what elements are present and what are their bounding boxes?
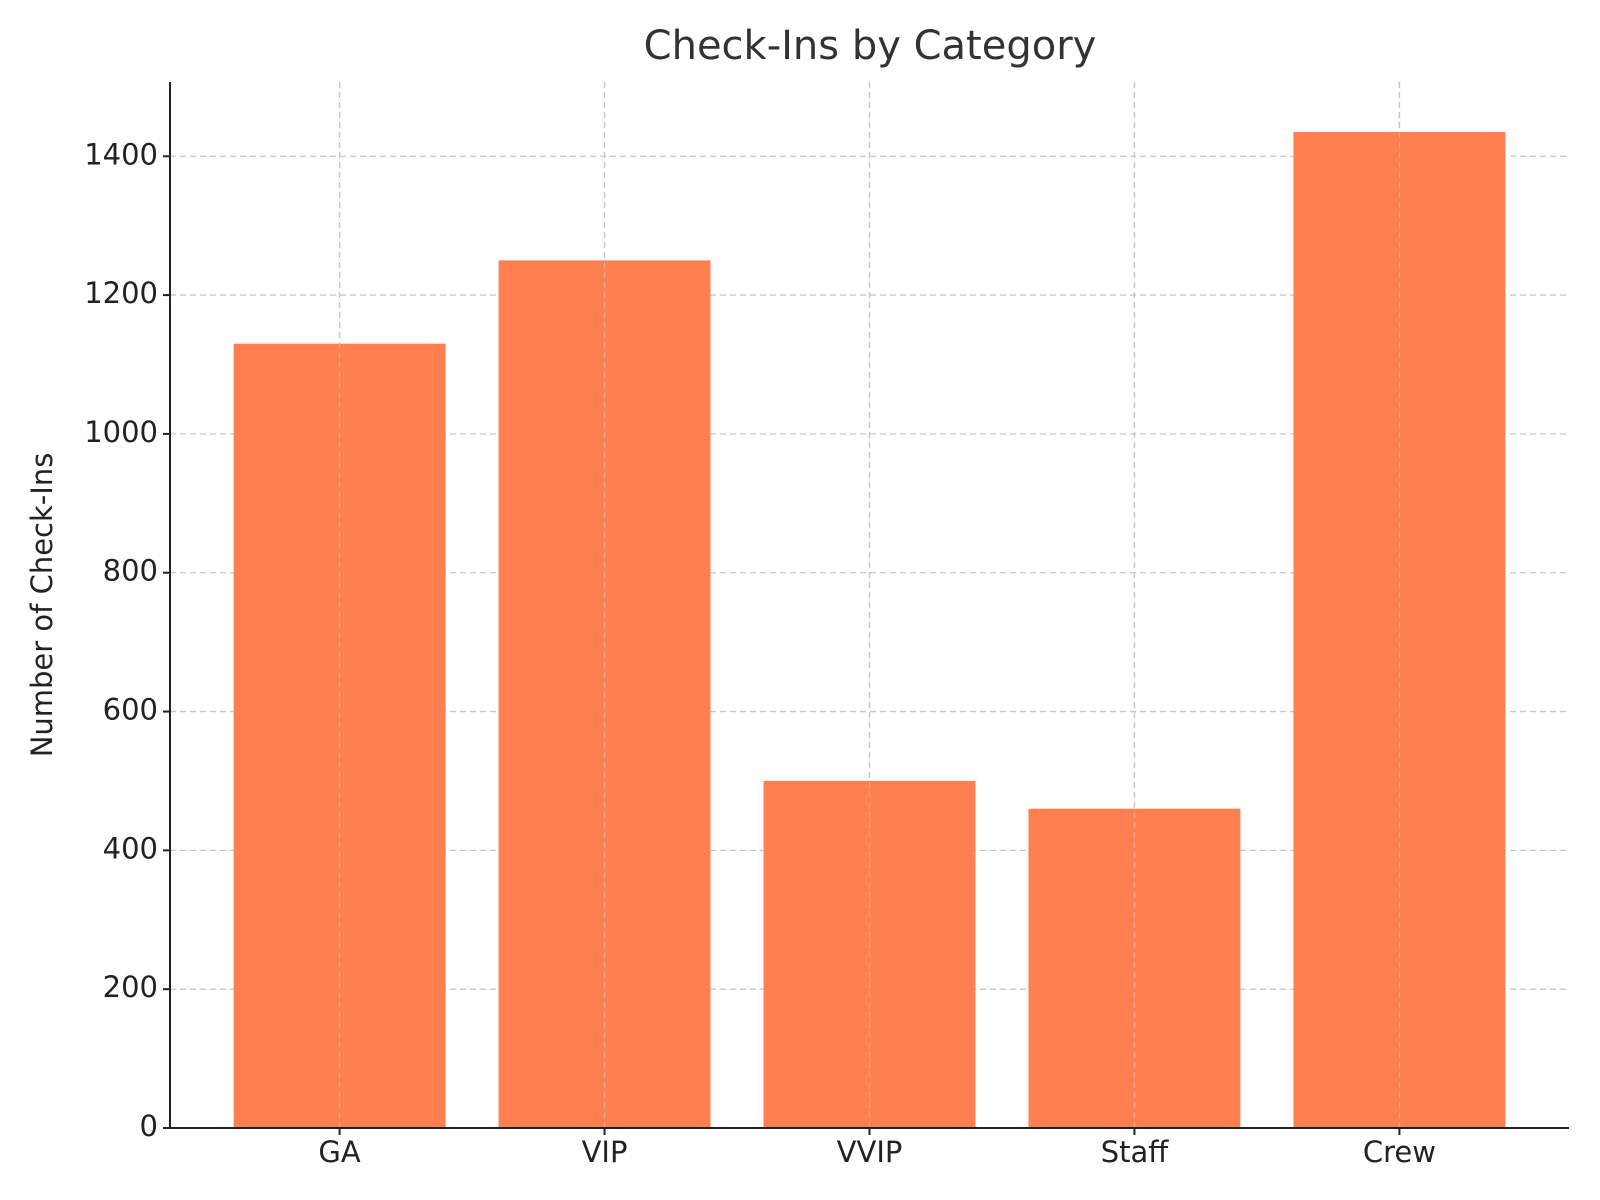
x-tick-label: Staff (1101, 1135, 1170, 1169)
y-tick-label: 400 (103, 831, 158, 865)
chart-title: Check-Ins by Category (644, 23, 1097, 69)
x-tick-label: Crew (1363, 1135, 1436, 1169)
bar (1293, 131, 1506, 1128)
x-tick-label: VVIP (837, 1135, 903, 1169)
y-tick-label: 600 (103, 693, 158, 727)
y-tick-label: 800 (103, 554, 158, 588)
x-tick-label: VIP (582, 1135, 628, 1169)
y-axis-label: Number of Check-Ins (25, 453, 59, 758)
y-tick-label: 0 (140, 1109, 158, 1143)
y-tick-label: 1000 (84, 415, 158, 449)
y-tick-label: 200 (103, 970, 158, 1004)
y-tick-label: 1200 (84, 276, 158, 310)
y-tick-label: 1400 (84, 137, 158, 171)
x-tick-label: GA (318, 1135, 360, 1169)
